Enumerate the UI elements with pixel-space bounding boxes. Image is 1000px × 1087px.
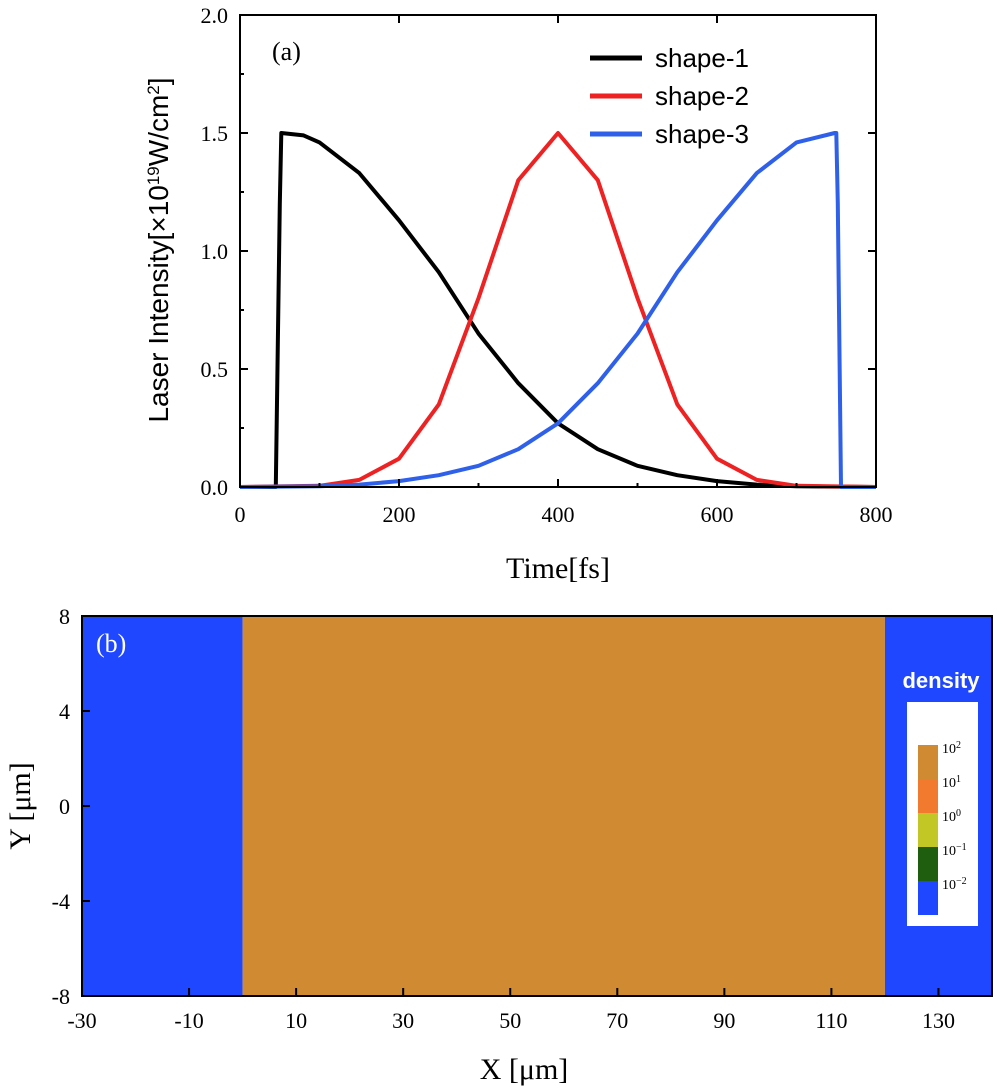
panel-b-y-axis-label: Y [μm]	[4, 762, 37, 849]
y-tick-label: 0.5	[201, 357, 229, 382]
panel-a-series-lines	[239, 131, 877, 489]
panel-b-x-axis-label: X [μm]	[480, 1053, 569, 1086]
panel-b-x-ticks: -30 -10 10 30 50 70 90 110 130	[67, 988, 955, 1033]
colorbar-title: density	[902, 668, 980, 693]
y-label-prefix: Laser Intensity	[143, 240, 174, 422]
y-label-unit-b: W/cm	[143, 95, 174, 167]
x-tick-label: 30	[392, 1008, 414, 1033]
legend-label-shape-1: shape-1	[655, 43, 749, 73]
panel-a-label: (a)	[272, 37, 301, 66]
y-tick-label: 1.5	[201, 121, 229, 146]
y-tick-label: -4	[52, 889, 70, 914]
panel-b-y-ticks: -8 -4 0 4 8	[52, 604, 90, 1009]
y-tick-label: 8	[59, 604, 70, 629]
panel-a: 0 200 400 600 800 0.0 0.5 1.0 1.5 2.0 (a) Time[f…	[143, 3, 893, 585]
y-tick-label: 4	[59, 699, 70, 724]
x-tick-label: 10	[285, 1008, 307, 1033]
series-line-shape-3	[239, 131, 876, 489]
panel-a-y-ticks: 0.0 0.5 1.0 1.5 2.0	[201, 3, 876, 500]
x-tick-label: 130	[922, 1008, 955, 1033]
panel-b-label: (b)	[96, 629, 126, 658]
colorbar-tick-label: 10−2	[942, 876, 967, 894]
colorbar-tick-label: 102	[942, 740, 961, 758]
x-tick-label: 400	[542, 502, 575, 527]
y-tick-label: -8	[52, 984, 70, 1009]
x-tick-label: 200	[383, 502, 416, 527]
y-tick-label: 2.0	[201, 3, 229, 28]
panel-a-y-axis-label: Laser Intensity[×1019W/cm2]	[143, 77, 174, 422]
y-label-unit-a: [×10	[143, 185, 174, 240]
panel-b: -30 -10 10 30 50 70 90 110 130 -8 -4 0 4 8 (b) X [μm…	[4, 604, 993, 1086]
panel-a-x-axis-label: Time[fs]	[506, 552, 610, 585]
colorbar: 102 101 100 10−1 10−2	[918, 740, 967, 915]
legend-label-shape-3: shape-3	[655, 119, 749, 149]
colorbar-swatch	[918, 779, 938, 813]
colorbar-swatch	[918, 745, 938, 779]
colorbar-swatch	[918, 813, 938, 847]
x-tick-label: -30	[67, 1008, 96, 1033]
y-tick-label: 1.0	[201, 239, 229, 264]
x-tick-label: 0	[235, 502, 246, 527]
legend-label-shape-2: shape-2	[655, 81, 749, 111]
x-tick-label: 50	[499, 1008, 521, 1033]
colorbar-tick-label: 10−1	[942, 842, 967, 860]
y-label-unit-exp2: 2	[144, 85, 163, 94]
colorbar-tick-label: 100	[942, 808, 961, 826]
colorbar-swatch	[918, 881, 938, 915]
x-tick-label: 800	[860, 502, 893, 527]
x-tick-label: -10	[174, 1008, 203, 1033]
x-tick-label: 70	[606, 1008, 628, 1033]
panel-b-density-regions	[82, 616, 992, 996]
series-line-shape-1	[240, 131, 877, 489]
y-label-unit-c: ]	[143, 77, 174, 85]
density-region-target-1	[242, 616, 885, 996]
colorbar-swatch	[918, 847, 938, 881]
density-region-vacuum-0	[82, 616, 243, 996]
x-tick-label: 110	[815, 1008, 847, 1033]
series-line-shape-2	[239, 131, 877, 489]
x-tick-label: 90	[713, 1008, 735, 1033]
panel-a-legend: shape-1 shape-2 shape-3	[590, 43, 749, 149]
x-tick-label: 600	[701, 502, 734, 527]
y-tick-label: 0.0	[201, 475, 229, 500]
y-label-unit-exp: 19	[144, 166, 163, 185]
colorbar-tick-label: 101	[942, 774, 961, 792]
y-tick-label: 0	[59, 794, 70, 819]
panel-a-plot-frame	[239, 14, 877, 488]
panel-a-x-ticks: 0 200 400 600 800	[235, 15, 893, 527]
